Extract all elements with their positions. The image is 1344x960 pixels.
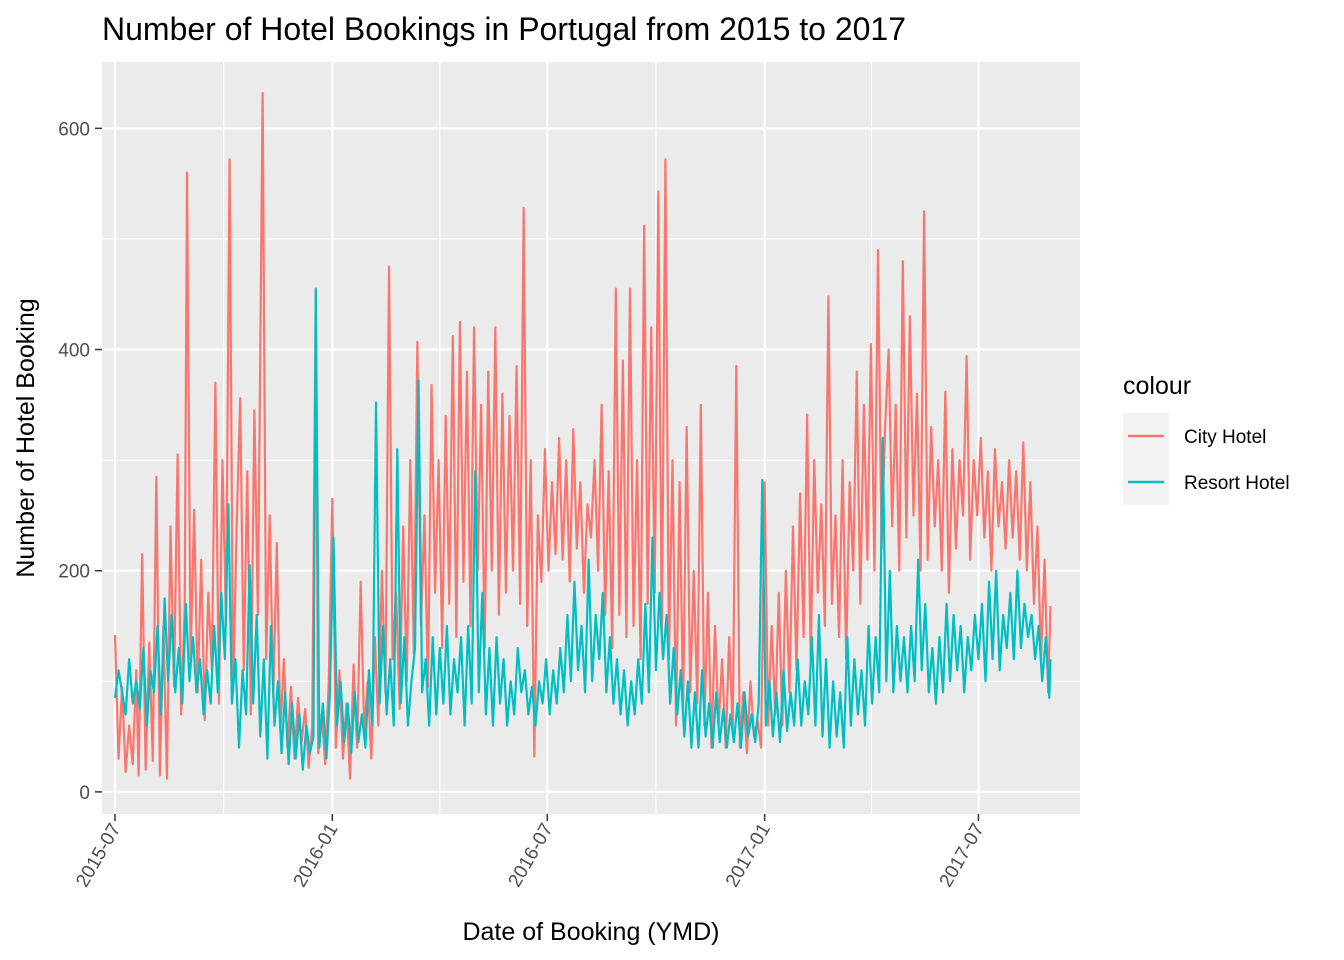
series-line-resort-hotel [113,287,1052,771]
x-tick-label: 2016-01 [290,820,343,891]
series-line-city-hotel [113,91,1052,780]
x-tick-label: 2017-07 [936,820,989,891]
y-axis: 0 200 400 600 [58,119,102,804]
plot-panel [102,62,1080,814]
y-tick-label: 200 [58,562,90,583]
x-tick-label: 2015-07 [72,820,125,891]
legend: colour City Hotel Resort Hotel [1123,372,1290,505]
x-axis: 2015-07 2016-01 2016-07 2017-01 2017-07 [72,814,989,891]
x-tick-label: 2017-01 [722,820,775,891]
legend-title: colour [1123,372,1191,400]
x-axis-title: Date of Booking (YMD) [462,918,719,946]
series-layer [113,91,1052,780]
y-axis-title: Number of Hotel Booking [12,298,40,577]
y-tick-label: 600 [58,119,90,140]
legend-label: Resort Hotel [1184,473,1290,494]
y-tick-label: 0 [79,783,90,804]
y-tick-label: 400 [58,341,90,362]
legend-label: City Hotel [1184,427,1266,448]
x-tick-label: 2016-07 [505,820,558,891]
chart-title: Number of Hotel Bookings in Portugal fro… [102,11,906,47]
